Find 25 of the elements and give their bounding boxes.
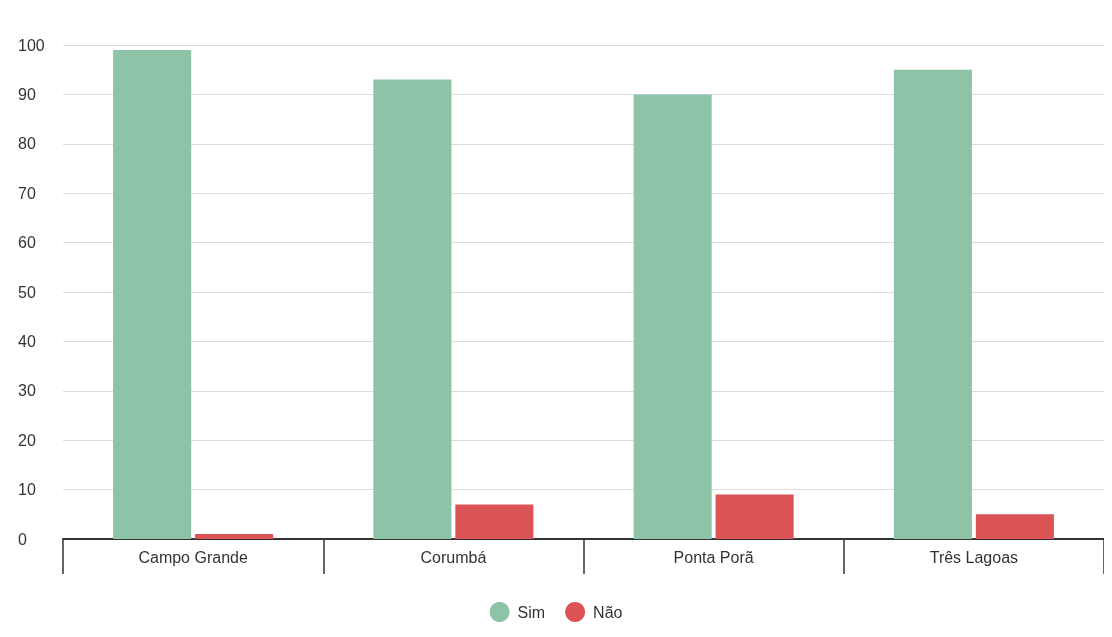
bar <box>715 494 794 539</box>
y-tick-label: 30 <box>18 382 36 400</box>
x-tick-label: Três Lagoas <box>929 548 1019 566</box>
y-tick-label: 20 <box>18 431 36 449</box>
y-tick-label: 10 <box>18 481 36 499</box>
bar <box>975 514 1054 539</box>
y-tick-label: 90 <box>18 85 36 103</box>
legend-label: Não <box>593 603 623 621</box>
x-tick-label: Corumbá <box>420 548 487 566</box>
bar <box>893 69 972 539</box>
bar <box>195 534 274 539</box>
y-tick-label: 50 <box>18 283 36 301</box>
y-tick-label: 70 <box>18 184 36 202</box>
legend-label: Sim <box>517 603 546 621</box>
y-tick-label: 80 <box>18 135 36 153</box>
x-tick-label: Campo Grande <box>138 548 248 566</box>
bar <box>373 79 452 539</box>
bar <box>113 49 192 539</box>
y-tick-label: 100 <box>18 36 45 54</box>
bar <box>455 504 534 539</box>
x-tick-label: Ponta Porã <box>673 548 754 566</box>
y-tick-label: 60 <box>18 234 36 252</box>
y-tick-label: 0 <box>18 530 27 548</box>
bar <box>633 94 712 539</box>
y-tick-label: 40 <box>18 332 36 350</box>
